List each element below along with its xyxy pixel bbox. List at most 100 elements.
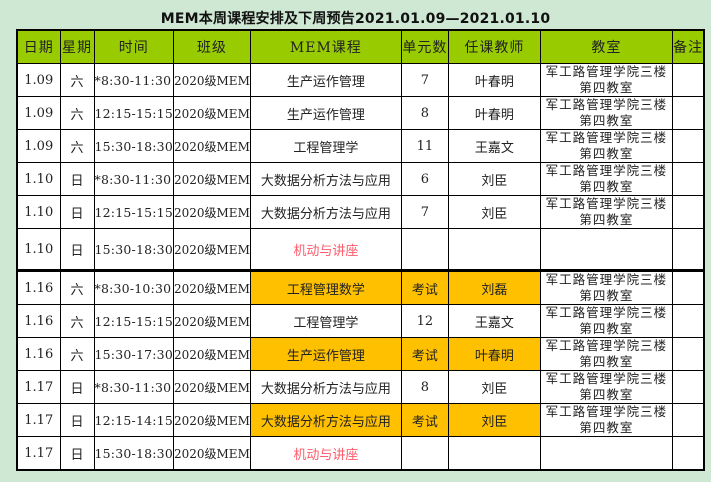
note-cell[interactable]: [671, 337, 705, 371]
class-cell[interactable]: 2020级MEM: [172, 436, 251, 471]
time-cell[interactable]: *8:30-10:30: [93, 269, 174, 305]
room-cell[interactable]: 军工路管理学院三楼第四教室: [539, 129, 673, 163]
room-cell[interactable]: 军工路管理学院三楼第四教室: [539, 370, 673, 404]
date-cell[interactable]: 1.09: [16, 129, 61, 163]
units-cell[interactable]: 考试: [400, 337, 449, 371]
units-cell[interactable]: 考试: [400, 269, 449, 305]
teacher-cell[interactable]: 叶春明: [447, 337, 541, 371]
note-cell[interactable]: [671, 162, 705, 196]
weekday-cell[interactable]: 六: [59, 129, 95, 163]
units-cell[interactable]: 12: [400, 304, 449, 338]
time-cell[interactable]: 12:15-15:15: [93, 195, 174, 229]
note-cell[interactable]: [671, 304, 705, 338]
date-cell[interactable]: 1.10: [16, 195, 61, 229]
room-cell[interactable]: 军工路管理学院三楼第四教室: [539, 337, 673, 371]
note-cell[interactable]: [671, 370, 705, 404]
class-cell[interactable]: 2020级MEM: [172, 195, 251, 229]
units-cell[interactable]: 6: [400, 162, 449, 196]
teacher-cell[interactable]: [447, 228, 541, 271]
note-cell[interactable]: [671, 436, 705, 471]
room-cell[interactable]: 军工路管理学院三楼第四教室: [539, 304, 673, 338]
class-cell[interactable]: 2020级MEM: [172, 63, 251, 97]
units-cell[interactable]: 11: [400, 129, 449, 163]
note-cell[interactable]: [671, 63, 705, 97]
header-course[interactable]: MEM课程: [249, 29, 402, 64]
course-cell[interactable]: 机动与讲座: [249, 228, 402, 271]
time-cell[interactable]: 12:15-14:15: [93, 403, 174, 437]
weekday-cell[interactable]: 日: [59, 162, 95, 196]
time-cell[interactable]: *8:30-11:30: [93, 162, 174, 196]
date-cell[interactable]: 1.17: [16, 370, 61, 404]
weekday-cell[interactable]: 六: [59, 337, 95, 371]
class-cell[interactable]: 2020级MEM: [172, 228, 251, 271]
class-cell[interactable]: 2020级MEM: [172, 403, 251, 437]
date-cell[interactable]: 1.17: [16, 436, 61, 471]
weekday-cell[interactable]: 六: [59, 96, 95, 130]
class-cell[interactable]: 2020级MEM: [172, 370, 251, 404]
course-cell[interactable]: 工程管理学: [249, 129, 402, 163]
room-cell[interactable]: [539, 228, 673, 271]
date-cell[interactable]: 1.16: [16, 337, 61, 371]
teacher-cell[interactable]: 王嘉文: [447, 129, 541, 163]
units-cell[interactable]: 7: [400, 195, 449, 229]
note-cell[interactable]: [671, 195, 705, 229]
weekday-cell[interactable]: 日: [59, 436, 95, 471]
time-cell[interactable]: 12:15-15:15: [93, 304, 174, 338]
time-cell[interactable]: 12:15-15:15: [93, 96, 174, 130]
weekday-cell[interactable]: 日: [59, 195, 95, 229]
weekday-cell[interactable]: 六: [59, 269, 95, 305]
room-cell[interactable]: 军工路管理学院三楼第四教室: [539, 63, 673, 97]
room-cell[interactable]: 军工路管理学院三楼第四教室: [539, 269, 673, 305]
time-cell[interactable]: *8:30-11:30: [93, 63, 174, 97]
time-cell[interactable]: 15:30-18:30: [93, 129, 174, 163]
date-cell[interactable]: 1.16: [16, 269, 61, 305]
date-cell[interactable]: 1.09: [16, 63, 61, 97]
date-cell[interactable]: 1.16: [16, 304, 61, 338]
note-cell[interactable]: [671, 228, 705, 271]
course-cell[interactable]: 大数据分析方法与应用: [249, 195, 402, 229]
teacher-cell[interactable]: [447, 436, 541, 471]
date-cell[interactable]: 1.10: [16, 228, 61, 271]
course-cell[interactable]: 工程管理数学: [249, 269, 402, 305]
course-cell[interactable]: 大数据分析方法与应用: [249, 370, 402, 404]
time-cell[interactable]: 15:30-18:30: [93, 436, 174, 471]
class-cell[interactable]: 2020级MEM: [172, 337, 251, 371]
course-cell[interactable]: 大数据分析方法与应用: [249, 162, 402, 196]
units-cell[interactable]: 考试: [400, 403, 449, 437]
note-cell[interactable]: [671, 403, 705, 437]
units-cell[interactable]: 7: [400, 63, 449, 97]
class-cell[interactable]: 2020级MEM: [172, 162, 251, 196]
teacher-cell[interactable]: 刘臣: [447, 403, 541, 437]
class-cell[interactable]: 2020级MEM: [172, 304, 251, 338]
note-cell[interactable]: [671, 96, 705, 130]
course-cell[interactable]: 生产运作管理: [249, 96, 402, 130]
teacher-cell[interactable]: 刘臣: [447, 195, 541, 229]
time-cell[interactable]: 15:30-17:30: [93, 337, 174, 371]
header-weekday[interactable]: 星期: [59, 29, 95, 64]
course-cell[interactable]: 生产运作管理: [249, 63, 402, 97]
header-units[interactable]: 单元数: [400, 29, 449, 64]
class-cell[interactable]: 2020级MEM: [172, 96, 251, 130]
units-cell[interactable]: 8: [400, 96, 449, 130]
header-room[interactable]: 教室: [539, 29, 673, 64]
note-cell[interactable]: [671, 269, 705, 305]
weekday-cell[interactable]: 日: [59, 403, 95, 437]
class-cell[interactable]: 2020级MEM: [172, 269, 251, 305]
note-cell[interactable]: [671, 129, 705, 163]
units-cell[interactable]: [400, 228, 449, 271]
weekday-cell[interactable]: 六: [59, 304, 95, 338]
units-cell[interactable]: 8: [400, 370, 449, 404]
course-cell[interactable]: 生产运作管理: [249, 337, 402, 371]
header-date[interactable]: 日期: [16, 29, 61, 64]
header-class[interactable]: 班级: [172, 29, 251, 64]
course-cell[interactable]: 大数据分析方法与应用: [249, 403, 402, 437]
class-cell[interactable]: 2020级MEM: [172, 129, 251, 163]
room-cell[interactable]: 军工路管理学院三楼第四教室: [539, 195, 673, 229]
room-cell[interactable]: [539, 436, 673, 471]
time-cell[interactable]: 15:30-18:30: [93, 228, 174, 271]
weekday-cell[interactable]: 日: [59, 370, 95, 404]
teacher-cell[interactable]: 刘臣: [447, 370, 541, 404]
teacher-cell[interactable]: 叶春明: [447, 63, 541, 97]
room-cell[interactable]: 军工路管理学院三楼第四教室: [539, 162, 673, 196]
header-note[interactable]: 备注: [671, 29, 705, 64]
